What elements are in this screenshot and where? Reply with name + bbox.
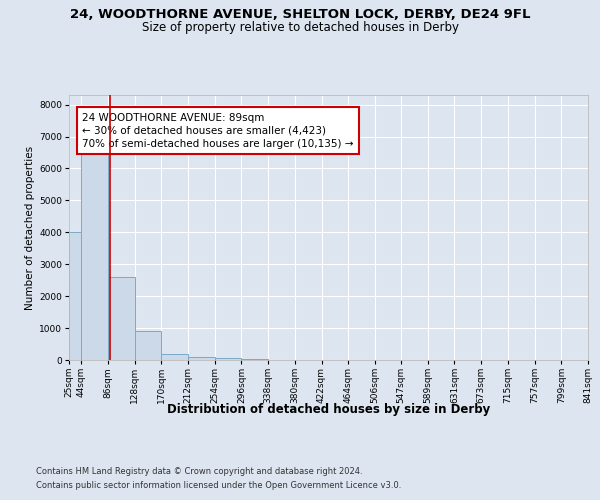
Bar (215, 358, 241, 360)
Text: Size of property relative to detached houses in Derby: Size of property relative to detached ho… (142, 21, 458, 34)
Text: Contains public sector information licensed under the Open Government Licence v3: Contains public sector information licen… (36, 481, 401, 490)
Bar (69, 232, 81, 360)
Bar (241, 359, 268, 360)
Bar (108, 277, 134, 360)
Text: 24 WOODTHORNE AVENUE: 89sqm
← 30% of detached houses are smaller (4,423)
70% of : 24 WOODTHORNE AVENUE: 89sqm ← 30% of det… (82, 112, 354, 149)
Bar (134, 332, 161, 360)
Text: Distribution of detached houses by size in Derby: Distribution of detached houses by size … (167, 402, 490, 415)
Bar (161, 354, 188, 360)
Text: 24, WOODTHORNE AVENUE, SHELTON LOCK, DERBY, DE24 9FL: 24, WOODTHORNE AVENUE, SHELTON LOCK, DER… (70, 8, 530, 20)
Bar (188, 357, 215, 360)
Bar (81, 146, 108, 360)
Y-axis label: Number of detached properties: Number of detached properties (25, 146, 35, 310)
Text: Contains HM Land Registry data © Crown copyright and database right 2024.: Contains HM Land Registry data © Crown c… (36, 467, 362, 476)
